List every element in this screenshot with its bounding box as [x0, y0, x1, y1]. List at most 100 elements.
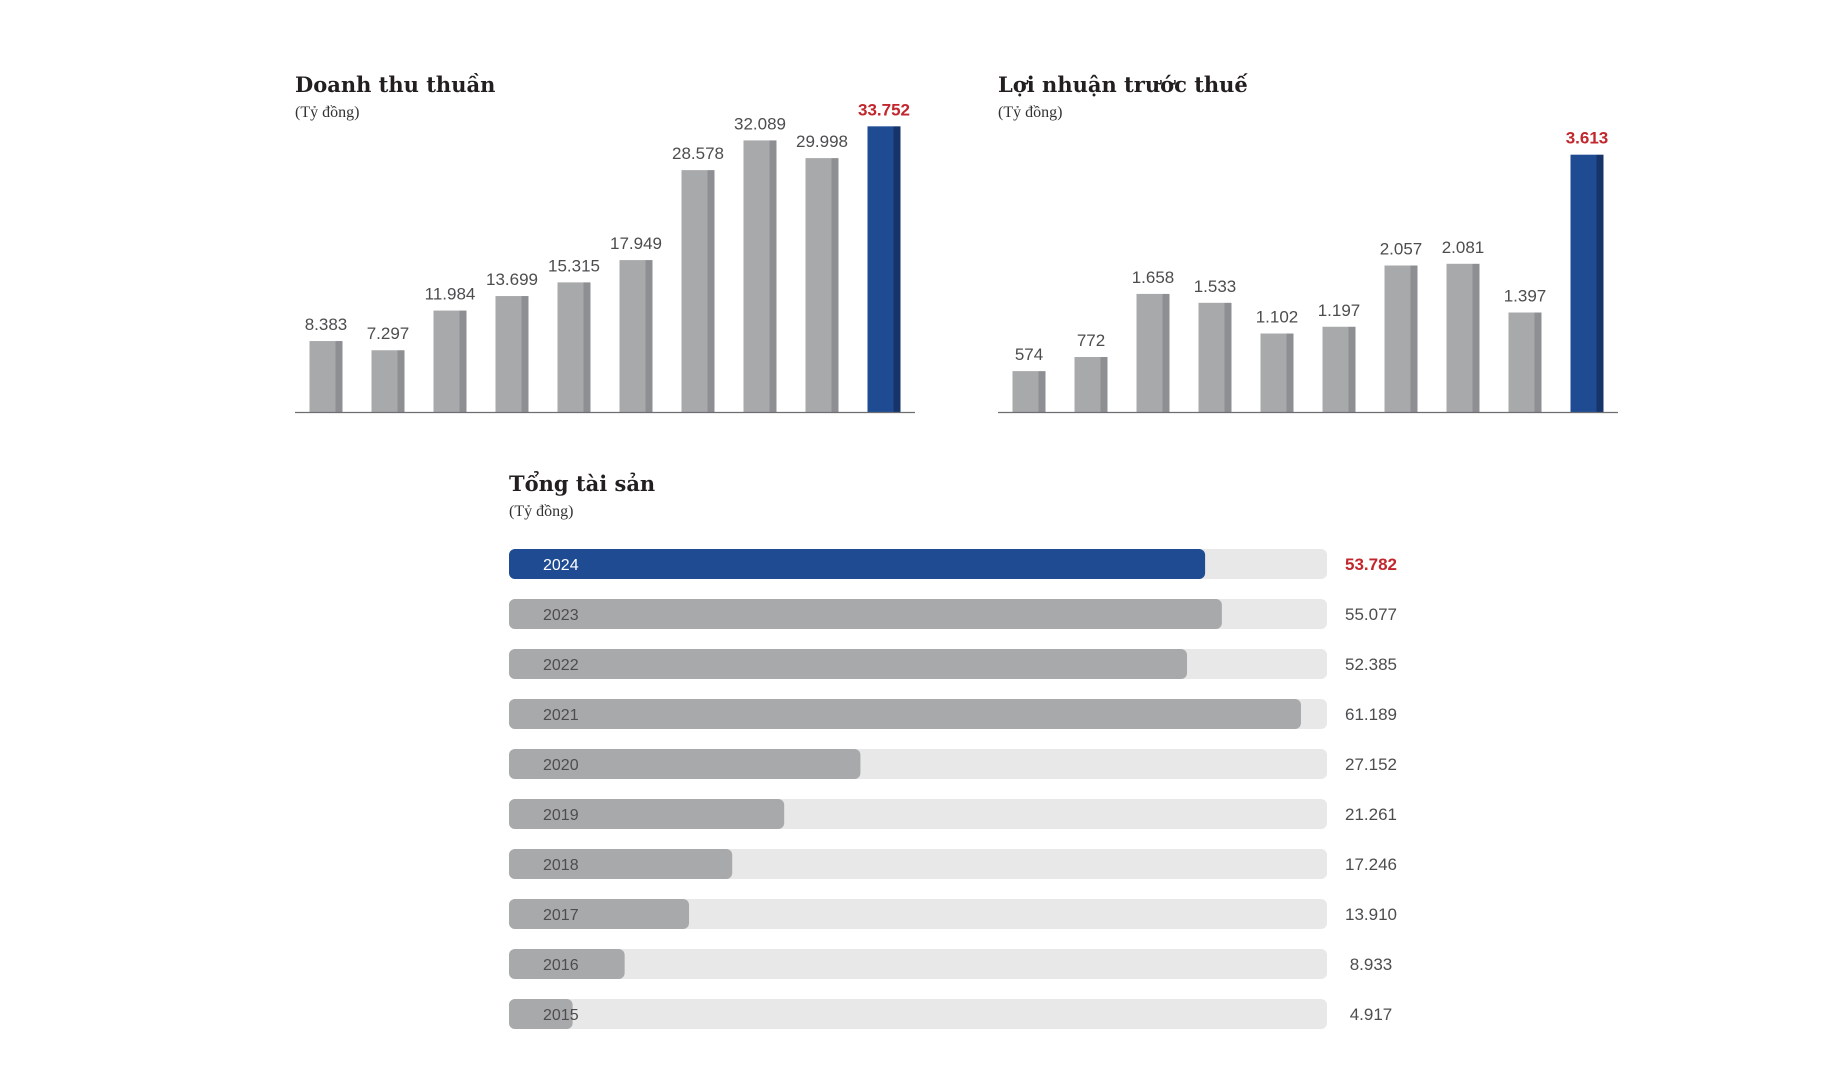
revenue-bar-shade	[645, 260, 653, 412]
profit-bar	[1446, 263, 1473, 412]
revenue-value-label: 32.089	[734, 114, 786, 133]
profit-bar-shade	[1410, 265, 1418, 412]
revenue-bar-shade	[893, 126, 901, 412]
assets-value-label: 27.152	[1345, 755, 1397, 774]
revenue-bar-group: 17.9492020	[610, 234, 662, 412]
assets-chart-unit: (Tỷ đồng)	[509, 503, 574, 520]
assets-track	[509, 899, 1327, 929]
revenue-bar-group: 8.3832015	[305, 315, 348, 412]
profit-bar-shade	[1038, 371, 1046, 412]
revenue-bar-shade	[831, 158, 839, 412]
assets-row: 2018 17.246	[509, 849, 1397, 879]
profit-value-label: 1.533	[1194, 277, 1237, 296]
profit-value-label: 2.057	[1380, 240, 1423, 259]
assets-year-label: 2019	[543, 807, 579, 824]
revenue-value-label: 17.949	[610, 234, 662, 253]
assets-year-label: 2017	[543, 907, 579, 924]
revenue-bar-group: 28.5782021	[672, 144, 724, 412]
assets-value-label: 4.917	[1350, 1005, 1393, 1024]
assets-track	[509, 949, 1327, 979]
revenue-bar-group: 13.6992018	[486, 270, 538, 412]
revenue-bar	[433, 310, 460, 412]
revenue-bar-shade	[769, 140, 777, 413]
assets-value-label: 53.782	[1345, 555, 1397, 574]
revenue-value-label: 29.998	[796, 132, 848, 151]
profit-bar-shade	[1224, 302, 1232, 412]
assets-bar	[509, 549, 1206, 579]
revenue-bar-shade	[459, 310, 467, 412]
assets-track	[509, 999, 1327, 1029]
profit-bar	[1136, 293, 1163, 412]
revenue-value-label: 33.752	[858, 100, 910, 119]
profit-bar	[1322, 326, 1349, 412]
revenue-value-label: 11.984	[425, 285, 476, 304]
assets-year-label: 2024	[543, 557, 579, 574]
profit-bar-group: 1.3972023	[1504, 287, 1546, 412]
assets-bar	[509, 799, 785, 829]
assets-value-label: 21.261	[1345, 805, 1397, 824]
profit-value-label: 2.081	[1442, 238, 1485, 257]
revenue-bar	[743, 140, 770, 413]
profit-bar-group: 2.0572021	[1380, 240, 1423, 412]
revenue-value-label: 28.578	[672, 144, 724, 163]
revenue-bar-shade	[521, 296, 529, 412]
profit-bar-shade	[1286, 333, 1294, 412]
assets-row: 2022 52.385	[509, 649, 1397, 679]
revenue-bar-shade	[707, 170, 715, 412]
profit-bar-chart: 5742015 7722016 1.6582017 1.5332018 1.102201…	[998, 129, 1618, 414]
assets-row: 2020 27.152	[509, 749, 1397, 779]
assets-year-label: 2023	[543, 607, 579, 624]
revenue-bar-shade	[397, 350, 405, 412]
revenue-bar-group: 32.0892022	[734, 114, 786, 413]
profit-bar-shade	[1472, 263, 1480, 412]
profit-bar-shade	[1162, 293, 1170, 412]
revenue-bar-group: 33.7522024	[858, 100, 910, 412]
assets-row: 2024 53.782	[509, 549, 1397, 579]
assets-value-label: 52.385	[1345, 655, 1397, 674]
assets-row: 2023 55.077	[509, 599, 1397, 629]
revenue-bar	[309, 341, 336, 412]
revenue-bar-group: 7.2972016	[367, 324, 409, 412]
profit-bar	[1074, 357, 1101, 412]
profit-value-label: 574	[1015, 345, 1043, 364]
profit-bar	[1570, 154, 1597, 412]
profit-bar-group: 1.5332018	[1194, 277, 1237, 412]
revenue-value-label: 8.383	[305, 315, 348, 334]
profit-value-label: 772	[1077, 331, 1105, 350]
revenue-bar-group: 15.3152019	[548, 256, 600, 412]
assets-value-label: 8.933	[1350, 955, 1393, 974]
profit-bar-group: 1.1022019	[1256, 308, 1298, 412]
assets-bar	[509, 849, 733, 879]
profit-value-label: 1.197	[1318, 301, 1361, 320]
revenue-bar	[371, 350, 398, 412]
assets-year-label: 2020	[543, 757, 579, 774]
assets-year-label: 2018	[543, 857, 579, 874]
profit-bar-group: 3.6132024	[1566, 129, 1609, 412]
revenue-bar-group: 11.9842017	[425, 285, 476, 412]
assets-bar	[509, 599, 1222, 629]
assets-value-label: 55.077	[1345, 605, 1397, 624]
profit-bar-group: 5742015	[1012, 345, 1046, 412]
profit-bar-shade	[1596, 154, 1604, 412]
revenue-bar-group: 29.9982023	[796, 132, 848, 412]
assets-row: 2021 61.189	[509, 699, 1397, 729]
profit-value-label: 3.613	[1566, 129, 1609, 148]
assets-row: 2016 8.933	[509, 949, 1392, 979]
assets-chart-title: Tổng tài sản	[509, 471, 656, 496]
assets-bar	[509, 699, 1301, 729]
assets-bar	[509, 899, 690, 929]
profit-chart-title: Lợi nhuận trước thuế	[998, 72, 1248, 97]
profit-bar	[1198, 302, 1225, 412]
profit-bar-group: 1.1972020	[1318, 301, 1361, 412]
assets-value-label: 61.189	[1345, 705, 1397, 724]
revenue-chart-title: Doanh thu thuần	[295, 72, 496, 97]
assets-year-label: 2021	[543, 707, 579, 724]
revenue-bar	[681, 170, 708, 412]
revenue-bar-shade	[335, 341, 343, 412]
revenue-bar	[867, 126, 894, 412]
profit-bar-shade	[1348, 326, 1356, 412]
assets-row: 2019 21.261	[509, 799, 1397, 829]
assets-row: 2017 13.910	[509, 899, 1397, 929]
assets-value-label: 13.910	[1345, 905, 1397, 924]
profit-bar	[1260, 333, 1287, 412]
